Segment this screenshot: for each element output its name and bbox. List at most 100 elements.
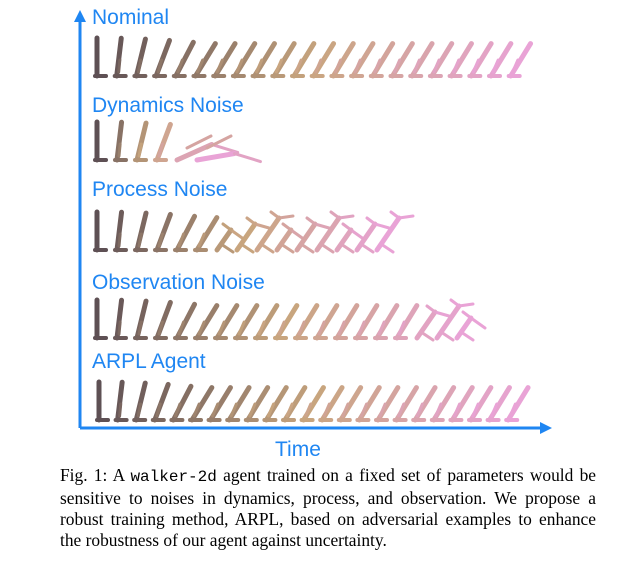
walker-limb	[305, 216, 317, 226]
walker-foot	[299, 242, 315, 254]
walker-torso	[454, 315, 474, 341]
walker-limb	[196, 58, 205, 74]
walker-frame	[368, 41, 396, 79]
walker-limb	[397, 320, 406, 336]
walker-limb	[415, 402, 424, 418]
walker-limb	[215, 58, 224, 74]
walker-frame	[230, 41, 258, 79]
walker-frame	[173, 301, 198, 341]
walker-frame	[274, 222, 307, 254]
walker-frame	[414, 304, 451, 342]
walker-frame	[132, 36, 148, 79]
walker-limb	[357, 320, 366, 336]
walker-frame	[188, 385, 215, 423]
walker-limb	[469, 316, 487, 330]
walker-torso	[214, 227, 234, 253]
walker-frame	[434, 298, 475, 342]
walker-frame	[314, 210, 355, 254]
walker-frame	[191, 41, 218, 79]
walker-limb	[314, 58, 323, 74]
walker-limb	[341, 402, 350, 418]
row-observation-noise: Observation Noise	[92, 271, 487, 342]
walker-frame	[93, 119, 108, 163]
walker-limb	[217, 320, 226, 336]
walker-limb	[471, 402, 480, 418]
walker-limb	[373, 222, 391, 230]
walker-frame	[329, 41, 356, 79]
walker-limb	[176, 58, 184, 74]
walker-limb	[389, 210, 401, 220]
x-axis-label: Time	[275, 438, 321, 461]
walker-frame	[281, 385, 308, 423]
figure-caption: Fig. 1: A walker-2d agent trained on a f…	[60, 465, 596, 551]
walker-limb	[457, 302, 475, 308]
walker-limb	[294, 58, 303, 74]
walker-frame	[408, 41, 435, 79]
walker-limb	[117, 58, 122, 74]
walker-torso	[294, 221, 318, 253]
walker-limb	[452, 402, 462, 418]
walker-limb	[511, 58, 520, 74]
walker-limb	[157, 232, 164, 248]
walker-frame	[153, 121, 173, 163]
walker-frame	[333, 303, 360, 341]
walker-limb	[197, 320, 206, 336]
walker-limb	[452, 58, 461, 74]
walker-limb	[297, 320, 306, 336]
walker-frame	[234, 216, 271, 254]
walker-limb	[471, 58, 480, 74]
walker-limb	[177, 320, 186, 336]
walker-limb	[229, 402, 238, 418]
walker-foot	[239, 242, 255, 254]
walker-foot	[319, 242, 335, 254]
walker-frame	[113, 119, 128, 163]
walker-sequence-arpl-agent	[95, 379, 531, 423]
walker-frame	[93, 35, 108, 79]
walker-frame	[206, 385, 233, 423]
walker-limb	[432, 58, 441, 74]
walker-torso	[234, 221, 258, 253]
walker-foot	[339, 242, 355, 254]
walker-frame	[250, 41, 277, 79]
walker-limb	[317, 320, 326, 336]
walker-limb	[491, 58, 500, 74]
walker-frame	[355, 385, 382, 423]
walker-frame	[262, 385, 289, 423]
walker-sequence-nominal	[93, 35, 534, 79]
walker-limb	[257, 320, 266, 336]
walker-limb	[255, 58, 264, 74]
walker-foot	[459, 330, 475, 342]
row-process-noise: Process Noise	[92, 178, 415, 254]
walker-limb	[248, 402, 257, 418]
walker-frame	[133, 210, 149, 253]
walker-frame	[429, 385, 457, 423]
walker-limb	[232, 152, 262, 164]
walker-limb	[378, 402, 387, 418]
walker-limb	[341, 222, 353, 232]
walker-frame	[153, 299, 173, 341]
walker-sequence-process-noise	[93, 209, 415, 254]
walker-frame	[132, 380, 148, 423]
walker-limb	[185, 134, 213, 150]
walker-frame	[270, 41, 297, 79]
walker-frame	[454, 310, 487, 342]
walker-limb	[266, 402, 276, 418]
walker-frame	[213, 303, 240, 341]
walker-foot	[359, 242, 375, 254]
walker-frame	[388, 41, 415, 79]
row-label-nominal: Nominal	[92, 6, 169, 29]
walker-torso	[274, 227, 294, 253]
walker-frame	[243, 385, 271, 423]
walker-limb	[285, 402, 294, 418]
row-label-arpl-agent: ARPL Agent	[92, 350, 206, 373]
row-label-observation-noise: Observation Noise	[92, 271, 265, 294]
walker-frame	[133, 298, 149, 341]
walker-frame	[485, 385, 512, 423]
walker-frame	[113, 297, 128, 341]
walker-limb	[490, 402, 499, 418]
walker-frame	[173, 213, 198, 253]
walker-foot	[259, 242, 275, 254]
walker-frame	[411, 385, 438, 423]
walker-limb	[210, 142, 240, 154]
walker-frame	[504, 385, 531, 423]
